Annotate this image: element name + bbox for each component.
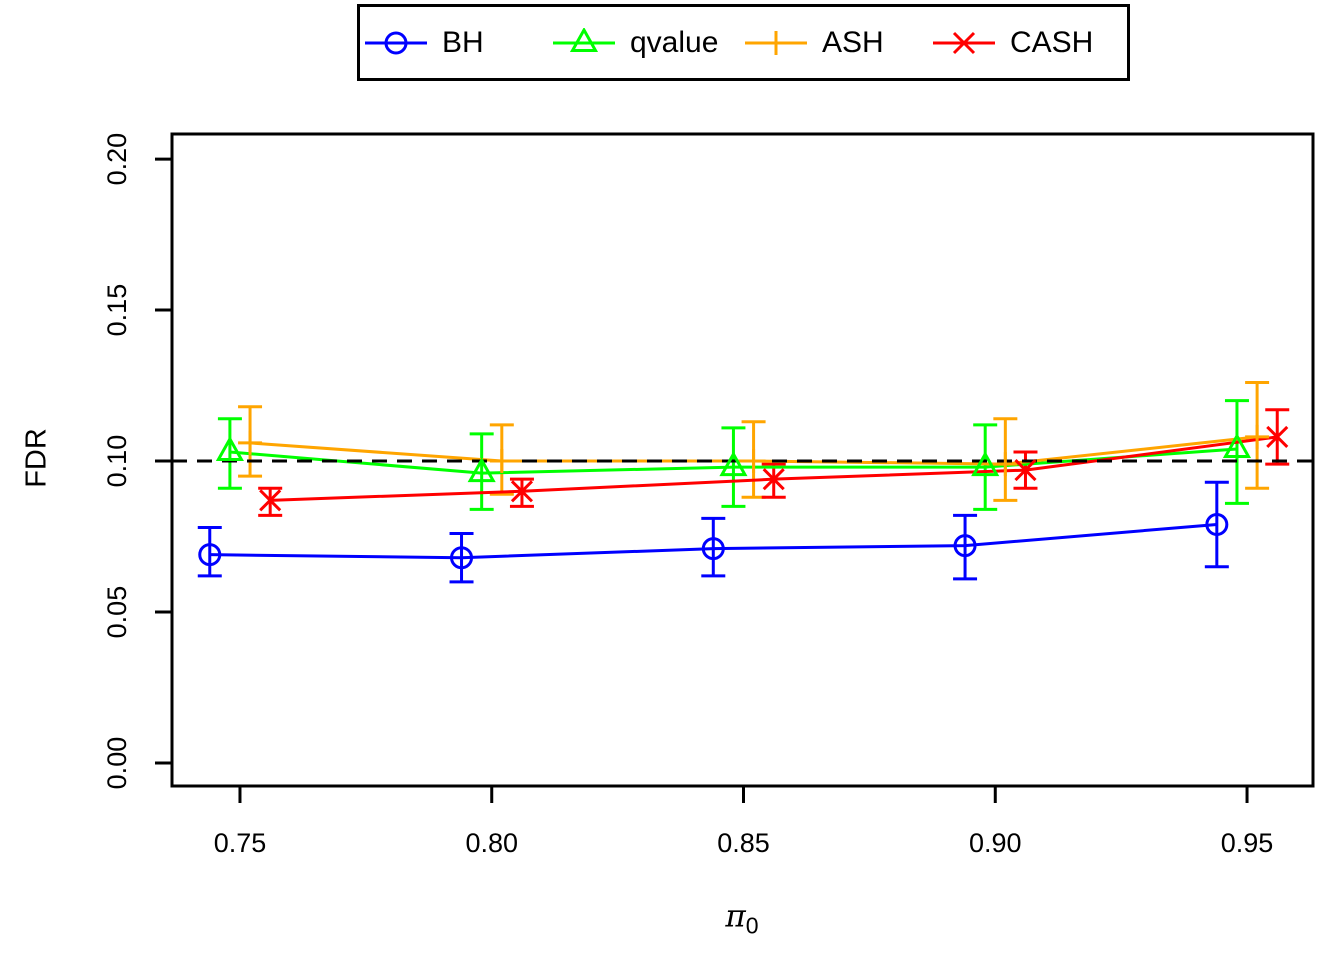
marker-CASH-3	[1014, 459, 1037, 482]
legend-label: ASH	[822, 25, 884, 59]
x-tick-label: 0.95	[1221, 828, 1274, 858]
legend-marker-cash	[952, 31, 976, 54]
circle-marker-icon	[365, 31, 427, 54]
y-axis-title: FDR	[20, 428, 53, 488]
marker-BH-1	[450, 546, 474, 570]
marker-ASH-2	[741, 449, 766, 474]
x-axis-title: π0	[725, 898, 758, 939]
legend-marker-bh	[384, 31, 408, 54]
x-tick-label: 0.75	[214, 828, 267, 858]
markers-qvalue	[215, 432, 1252, 483]
errorbar-BH-3	[953, 513, 978, 581]
markers-CASH	[259, 425, 1289, 512]
marker-BH-0	[198, 543, 222, 567]
errorbar-BH-2	[701, 516, 726, 578]
y-tick-label: 0.00	[102, 737, 132, 790]
legend-marker-qvalue	[569, 27, 599, 52]
legend: BH qvalue ASH CASH	[357, 4, 1130, 81]
legend-marker-ash	[764, 30, 788, 55]
errorbars-ASH	[238, 381, 1270, 502]
marker-ASH-3	[993, 452, 1018, 477]
errorbar-qvalue-1	[469, 432, 494, 511]
marker-CASH-4	[1266, 425, 1289, 448]
marker-ASH-1	[489, 449, 514, 474]
errorbars-BH	[197, 480, 1229, 584]
marker-BH-2	[701, 537, 725, 561]
y-tick-label: 0.20	[102, 133, 132, 186]
marker-ASH-0	[238, 430, 263, 455]
x-tick-label: 0.90	[969, 828, 1022, 858]
errorbar-BH-0	[197, 525, 222, 578]
legend-item-qvalue: qvalue	[553, 7, 718, 78]
series-line-BH	[209, 522, 1217, 560]
legend-item-bh: BH	[365, 7, 484, 78]
marker-BH-4	[1205, 512, 1229, 536]
errorbar-qvalue-4	[1224, 399, 1249, 505]
legend-item-cash: CASH	[933, 7, 1093, 78]
y-tick-label: 0.15	[102, 284, 132, 337]
marker-BH-3	[953, 534, 977, 558]
y-tick-label: 0.10	[102, 435, 132, 488]
pi-subscript: 0	[745, 912, 759, 939]
x-tick-label: 0.85	[717, 828, 770, 858]
x-tick-label: 0.80	[465, 828, 518, 858]
errorbars-qvalue	[217, 399, 1249, 511]
marker-qvalue-2	[719, 451, 748, 477]
y-tick-label: 0.05	[102, 586, 132, 639]
marker-ASH-4	[1245, 424, 1270, 449]
plus-marker-icon	[745, 30, 807, 55]
legend-label: CASH	[1010, 25, 1094, 59]
errorbar-qvalue-0	[217, 417, 242, 490]
marker-CASH-2	[762, 468, 785, 491]
markers-ASH	[238, 424, 1270, 477]
pi-symbol: π	[725, 898, 746, 935]
x-marker-icon	[933, 31, 995, 54]
series-line-qvalue	[229, 447, 1238, 475]
marker-qvalue-0	[215, 435, 244, 461]
legend-label: qvalue	[630, 25, 719, 59]
errorbar-BH-4	[1204, 480, 1229, 569]
triangle-marker-icon	[553, 27, 615, 52]
markers-BH	[198, 512, 1229, 570]
marker-qvalue-1	[467, 457, 496, 483]
marker-CASH-0	[259, 489, 282, 512]
marker-CASH-1	[510, 480, 534, 503]
legend-label: BH	[442, 25, 484, 59]
legend-item-ash: ASH	[745, 7, 884, 78]
marker-qvalue-4	[1222, 432, 1252, 458]
marker-qvalue-3	[971, 451, 1000, 477]
